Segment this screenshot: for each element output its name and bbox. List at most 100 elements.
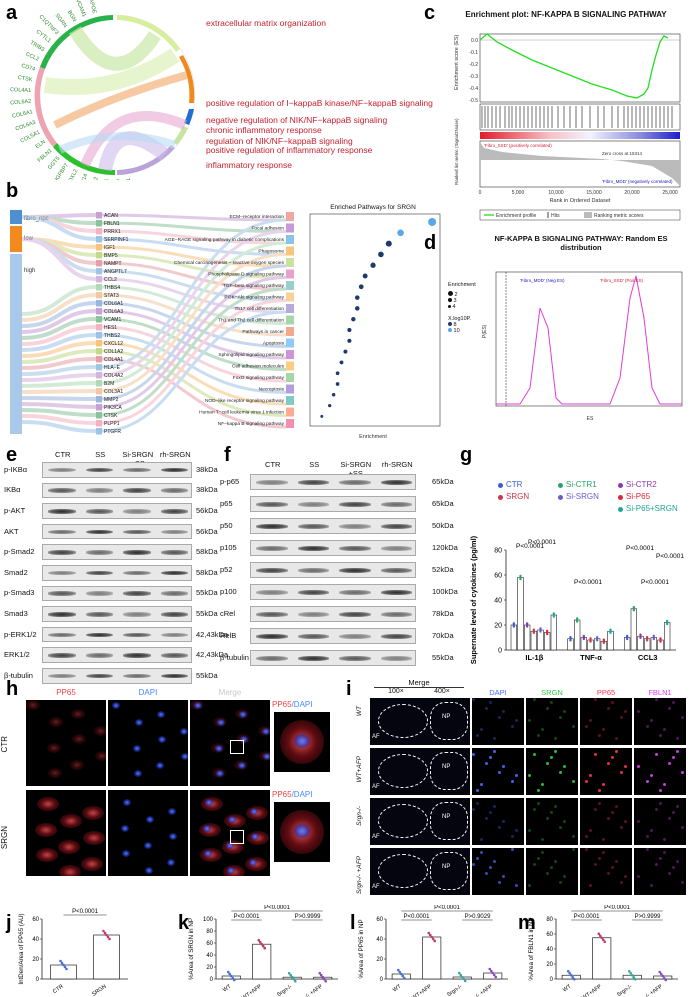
panel-label-i: i	[346, 678, 352, 700]
tissue-channel	[472, 798, 524, 845]
tissue-channel	[526, 848, 578, 895]
blot-band	[297, 479, 329, 485]
sankey-gene-label: COL3A1	[104, 389, 123, 395]
sankey-gene-label: NAMPT	[104, 261, 122, 267]
blot-band	[160, 529, 188, 535]
panel-label-d: d	[424, 232, 437, 254]
data-point	[430, 935, 434, 939]
nucleus-stain	[249, 859, 257, 866]
bar	[550, 614, 557, 651]
data-point	[488, 967, 492, 971]
tissue-signal	[502, 710, 505, 713]
data-point	[103, 931, 107, 935]
data-point	[319, 973, 323, 977]
legend-label: SRGN	[506, 492, 530, 501]
blot-band	[48, 653, 76, 658]
data-point	[589, 640, 592, 643]
cell-stain	[59, 865, 81, 876]
data-point	[639, 636, 642, 639]
tissue-signal	[515, 719, 518, 722]
sankey-gene-label: COL6A1	[104, 301, 123, 307]
blot-band	[297, 655, 329, 661]
data-point	[569, 973, 573, 977]
es-ytick: -0.1	[469, 50, 478, 56]
tissue-signal	[602, 783, 605, 786]
blot-row-label: p-Smad3	[4, 588, 35, 598]
blot-band	[380, 611, 412, 617]
tissue-signal	[485, 872, 488, 875]
data-point	[459, 973, 463, 977]
sankey-gene-node	[96, 388, 102, 395]
blot-kda-label: 65kDa	[432, 499, 454, 509]
sankey-flow	[21, 325, 97, 346]
blot-band	[123, 467, 151, 473]
sankey-pathway-label: Human T−cell leukemia virus 1 infection	[199, 410, 284, 416]
tissue-row-label: WT+AFP	[356, 756, 363, 783]
sankey-flow	[101, 299, 287, 425]
tissue-channel	[526, 748, 578, 795]
blot-band	[256, 633, 288, 639]
blot-band	[123, 591, 151, 596]
nucleus-stain	[215, 745, 223, 752]
tissue-signal	[650, 829, 653, 832]
chord-gene-label: COL4A1	[10, 87, 31, 94]
inset-label-dapi: /DAPI	[291, 790, 313, 799]
data-point	[658, 970, 662, 974]
bar	[537, 629, 544, 651]
blot-band	[85, 467, 113, 473]
dot-point	[385, 240, 392, 247]
sankey-gene-node	[96, 396, 102, 403]
dot-plot-xlabel: Enrichment	[359, 434, 387, 440]
tissue-signal	[663, 851, 666, 854]
legend-label: Si-CTR1	[566, 480, 597, 489]
zero-cross-label: Zero cross at 15314	[602, 151, 643, 156]
sankey-gene-label: B2M	[104, 381, 114, 387]
sankey-gene-label: ACAN	[104, 213, 118, 219]
sankey-gene-node	[96, 308, 102, 315]
sankey-gene-node	[96, 420, 102, 427]
chord-gene-label: COL1A1	[103, 178, 111, 180]
channel-header: PP65	[596, 688, 616, 697]
data-point	[630, 973, 634, 977]
x-category-label: Srgn-/- +AFP	[464, 984, 494, 997]
p-value-label: P<0.0001	[264, 905, 291, 911]
data-point	[569, 639, 572, 642]
x-category-label: TNF-α	[580, 653, 602, 662]
sankey-flow	[21, 317, 97, 340]
chord-gene-label: BGN	[66, 10, 77, 23]
blot-band	[339, 611, 371, 617]
blot-row	[42, 585, 192, 602]
tissue-signal	[502, 765, 505, 768]
tissue-signal	[541, 783, 544, 786]
bar	[664, 622, 671, 651]
data-point	[293, 979, 297, 983]
x-category-label: SRGN	[91, 984, 107, 997]
tissue-signal	[533, 808, 536, 811]
tissue-signal	[607, 817, 610, 820]
sankey-flow	[21, 373, 97, 382]
tissue-row-label: Srgn-/-	[356, 806, 363, 826]
tissue-merge: NP AF	[370, 798, 470, 845]
bar-chart-j: 0 20 40 60 IntDen/Area of PP65 (AU) CTR SRGN P<…	[18, 909, 128, 997]
zoom-box	[230, 740, 244, 754]
bar	[524, 624, 531, 651]
data-point	[431, 937, 435, 941]
sankey-flow	[21, 237, 97, 281]
data-point	[532, 631, 536, 634]
tissue-signal	[615, 860, 618, 863]
data-point	[63, 965, 67, 969]
blot-band	[380, 633, 412, 639]
tissue-signal	[611, 866, 614, 869]
cell-stain	[37, 797, 59, 811]
nucleus-stain	[135, 719, 143, 726]
data-point	[321, 975, 325, 979]
data-point	[545, 632, 549, 636]
blot-kda-label: 55kDa	[196, 670, 218, 680]
x-category-label: CTR	[52, 984, 65, 995]
tissue-signal	[546, 817, 549, 820]
sankey-flow	[21, 309, 97, 334]
blot-band	[123, 508, 151, 514]
cell-stain	[72, 734, 86, 744]
tissue-signal	[646, 725, 649, 728]
inset-label-pp65: PP65	[272, 700, 292, 709]
